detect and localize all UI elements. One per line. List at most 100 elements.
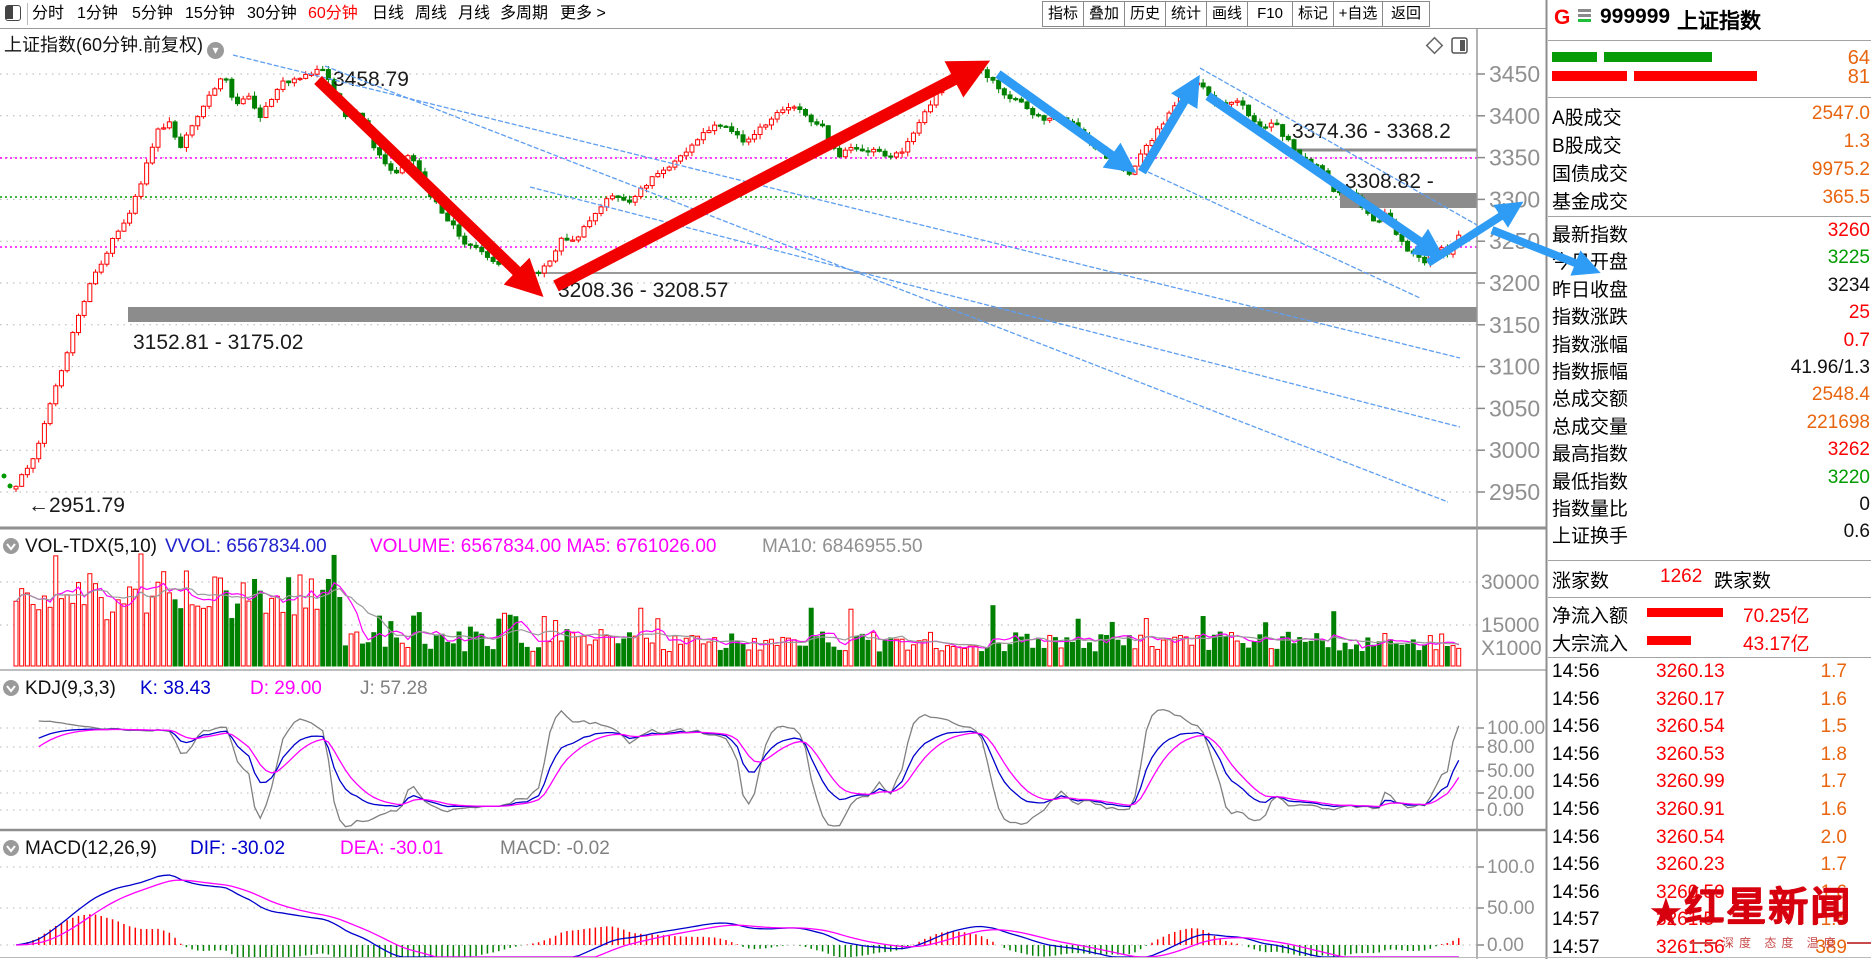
svg-text:80.00: 80.00 — [1487, 737, 1535, 758]
tick-row: 14:56 3260.54 1.5 — [1552, 716, 1847, 738]
svg-text:3050: 3050 — [1489, 395, 1540, 421]
tick-row: 14:56 3260.91 1.6 — [1552, 799, 1847, 820]
svg-text:VOL-TDX(5,10): VOL-TDX(5,10) — [25, 536, 157, 557]
tick-row: 14:56 3260.23 1.7 — [1552, 854, 1847, 876]
bid-bar — [1604, 52, 1712, 62]
toolbar-button-9[interactable]: 返回 — [1382, 1, 1430, 27]
svg-text:3400: 3400 — [1489, 103, 1540, 129]
svg-text:DIF: -30.02: DIF: -30.02 — [190, 838, 285, 859]
quote-row: 今日开盘 3225 — [1552, 247, 1870, 274]
svg-text:3152.81 - 3175.02: 3152.81 - 3175.02 — [133, 331, 303, 354]
toolbar-button-7[interactable]: 标记 — [1292, 1, 1334, 27]
quote-row: 最高指数 3262 — [1552, 439, 1870, 466]
toolbar-button-2[interactable]: 叠加 — [1083, 1, 1125, 27]
svg-text:K: 38.43: K: 38.43 — [140, 678, 211, 699]
toolbar-item-4[interactable]: 15分钟 — [185, 5, 235, 22]
red-star-icon: ★ — [1648, 891, 1684, 935]
svg-text:X1000: X1000 — [1481, 637, 1542, 660]
svg-text:←2951.79: ←2951.79 — [28, 494, 125, 517]
quote-row: 昨日收盘 3234 — [1552, 274, 1870, 301]
quote-list-icon[interactable] — [1578, 9, 1591, 22]
svg-text:3150: 3150 — [1489, 312, 1540, 338]
flow-bar — [1647, 608, 1723, 617]
svg-text:VVOL: 6567834.00: VVOL: 6567834.00 — [165, 536, 327, 557]
toolbar-item-1[interactable]: 分时 — [32, 5, 65, 22]
chevron-down-icon[interactable]: ▾ — [207, 42, 225, 59]
quote-row: 指数量比 0 — [1552, 494, 1870, 520]
toolbar-item-2[interactable]: 1分钟 — [77, 5, 118, 22]
svg-text:D: 29.00: D: 29.00 — [250, 678, 322, 699]
svg-text:2950: 2950 — [1489, 479, 1540, 505]
quote-panel: G 999999 上证指数 64 81 A股成交 2547.0 B股成交 1.3 国债成交 9975… — [1548, 0, 1871, 959]
toolbar-item-3[interactable]: 5分钟 — [132, 5, 173, 22]
svg-text:MACD(12,26,9): MACD(12,26,9) — [25, 838, 157, 859]
toolbar-item-9[interactable]: 月线 — [458, 5, 491, 22]
toolbar-item-11[interactable]: 更多 > — [560, 5, 606, 22]
ask-bar — [1552, 71, 1627, 81]
tick-row: 14:56 3260.53 1.8 — [1552, 743, 1847, 765]
market-flag: G — [1554, 6, 1571, 29]
quote-row: 基金成交 365.5 — [1552, 187, 1870, 213]
toolbar-button-3[interactable]: 历史 — [1124, 1, 1166, 27]
svg-text:3458.79: 3458.79 — [333, 68, 409, 91]
bid-value: 64 — [1847, 47, 1870, 69]
bid-bar — [1552, 52, 1597, 62]
tick-row: 14:57 3261.5 1.5 — [1552, 909, 1847, 931]
svg-text:100.00: 100.00 — [1487, 718, 1545, 739]
toolbar-item-8[interactable]: 周线 — [415, 5, 448, 22]
svg-text:DEA: -30.01: DEA: -30.01 — [340, 838, 444, 859]
tick-row: 14:56 3260.54 2.0 — [1552, 826, 1847, 848]
ask-value: 81 — [1847, 66, 1870, 88]
tick-row: 14:56 3260.13 1.7 — [1552, 661, 1847, 682]
svg-text:MACD: -0.02: MACD: -0.02 — [500, 838, 610, 859]
tick-row: 14:56 3260.17 1.6 — [1552, 688, 1847, 710]
tick-row: 14:57 3261.56 389 — [1552, 937, 1847, 958]
quote-row: 上证换手 0.6 — [1552, 521, 1870, 548]
svg-text:3100: 3100 — [1489, 354, 1540, 380]
quote-row: 最新指数 3260 — [1552, 220, 1870, 246]
svg-text:100.0: 100.0 — [1487, 857, 1535, 878]
tick-row: 14:56 3260.59 1.6 — [1552, 881, 1847, 903]
svg-text:KDJ(9,3,3): KDJ(9,3,3) — [25, 678, 116, 699]
toolbar-item-10[interactable]: 多周期 — [500, 5, 549, 22]
ask-bar — [1634, 71, 1757, 81]
quote-row: A股成交 2547.0 — [1552, 103, 1870, 129]
flow-bar — [1647, 636, 1691, 645]
toolbar-item-5[interactable]: 30分钟 — [247, 5, 297, 22]
watermark: ★红星新闻 深度 态度 温度 — [1648, 874, 1871, 950]
toolbar: 分时 1分钟 5分钟 15分钟 30分钟 60分钟 日线 周线 月线 多周期 更多 > 指标 叠加 历史统… — [0, 0, 1546, 29]
svg-text:15000: 15000 — [1481, 614, 1539, 637]
quote-row: 最低指数 3220 — [1552, 466, 1870, 493]
svg-text:3000: 3000 — [1489, 437, 1540, 463]
toolbar-button-4[interactable]: 统计 — [1165, 1, 1207, 27]
stock-code: 999999 — [1600, 5, 1671, 28]
quote-row: 指数振幅 41.96/1.3 — [1552, 357, 1870, 383]
svg-text:3350: 3350 — [1489, 145, 1540, 171]
svg-text:3208.36 - 3208.57: 3208.36 - 3208.57 — [558, 279, 728, 302]
svg-text:50.00: 50.00 — [1487, 898, 1535, 919]
quote-row: B股成交 1.3 — [1552, 131, 1870, 157]
chart-title-label: 上证指数(60分钟.前复权) — [4, 35, 204, 55]
flow-row: 净流入额 70.25亿 — [1552, 606, 1810, 627]
stock-name: 上证指数 — [1677, 10, 1761, 33]
svg-text:J: 57.28: J: 57.28 — [360, 678, 428, 699]
toolbar-button-5[interactable]: 画线 — [1206, 1, 1248, 27]
toolbar-button-6[interactable]: F10 — [1247, 1, 1293, 27]
svg-text:3374.36 - 3368.2: 3374.36 - 3368.2 — [1292, 120, 1451, 143]
chart-title: 上证指数(60分钟.前复权) ▾ — [4, 31, 225, 59]
toolbar-button-8[interactable]: +自选 — [1333, 1, 1383, 27]
svg-text:20.00: 20.00 — [1487, 783, 1535, 804]
adv-decl-row: 涨家数 1262 跌家数 — [1552, 566, 1772, 592]
svg-text:VOLUME: 6567834.00 MA5: 676102: VOLUME: 6567834.00 MA5: 6761026.00 — [370, 536, 716, 557]
toolbar-button-1[interactable]: 指标 — [1042, 1, 1084, 27]
svg-text:50.00: 50.00 — [1487, 761, 1535, 782]
svg-text:3308.82 -: 3308.82 - — [1345, 170, 1434, 193]
watermark-brand: 红星新闻 — [1683, 885, 1852, 929]
svg-text:3450: 3450 — [1489, 61, 1540, 87]
quote-row: 总成交额 2548.4 — [1552, 384, 1870, 411]
svg-text:3200: 3200 — [1489, 270, 1540, 296]
layout-toggle-icon[interactable] — [5, 5, 21, 21]
toolbar-item-7[interactable]: 日线 — [372, 5, 405, 22]
toolbar-item-6[interactable]: 60分钟 — [308, 5, 358, 22]
svg-text:MA10: 6846955.50: MA10: 6846955.50 — [762, 536, 923, 557]
